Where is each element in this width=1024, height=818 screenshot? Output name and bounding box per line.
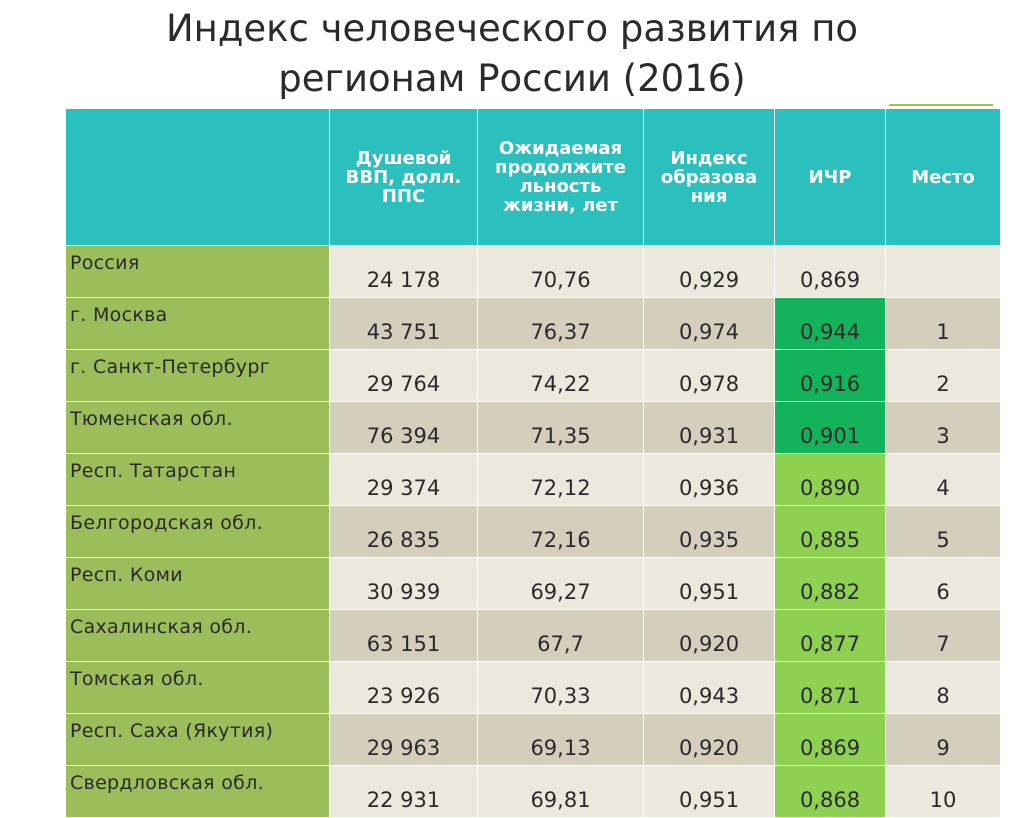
hdi-cell: 0,944 (774, 297, 886, 350)
header-education-index: Индекс образова ния (643, 108, 775, 246)
life-expectancy-cell: 69,81 (477, 765, 644, 818)
rank-cell: 5 (885, 505, 1001, 558)
slide-title: Индекс человеческого развития по региона… (0, 0, 1024, 104)
education-index-cell: 0,920 (643, 609, 775, 662)
life-expectancy-cell: 76,37 (477, 297, 644, 350)
region-cell: Россия (65, 245, 330, 298)
education-index-cell: 0,974 (643, 297, 775, 350)
table-row: г. Санкт-Петербург 29 764 74,22 0,978 0,916 2 (65, 349, 1001, 402)
education-index-cell: 0,943 (643, 661, 775, 714)
rank-cell: 10 (885, 765, 1001, 818)
region-cell: Белгородская обл. (65, 505, 330, 558)
table-row: Тюменская обл. 76 394 71,35 0,931 0,901 3 (65, 401, 1001, 454)
table-row: Томская обл. 23 926 70,33 0,943 0,871 8 (65, 661, 1001, 714)
region-cell: г. Санкт-Петербург (65, 349, 330, 402)
rank-cell: 2 (885, 349, 1001, 402)
hdi-cell: 0,868 (774, 765, 886, 818)
hdi-cell: 0,916 (774, 349, 886, 402)
gdp-cell: 43 751 (329, 297, 478, 350)
accent-line (889, 104, 993, 106)
region-cell: Респ. Татарстан (65, 453, 330, 506)
life-expectancy-cell: 69,13 (477, 713, 644, 766)
gdp-cell: 22 931 (329, 765, 478, 818)
rank-cell: 6 (885, 557, 1001, 610)
gdp-cell: 63 151 (329, 609, 478, 662)
life-expectancy-cell: 67,7 (477, 609, 644, 662)
education-index-cell: 0,936 (643, 453, 775, 506)
hdi-table: Душевой ВВП, долл. ППС Ожидаемая продолжите… (65, 108, 1001, 818)
rank-cell: 8 (885, 661, 1001, 714)
rank-cell: 4 (885, 453, 1001, 506)
rank-cell: 9 (885, 713, 1001, 766)
gdp-cell: 23 926 (329, 661, 478, 714)
table-row: Свердловская обл. 22 931 69,81 0,951 0,868 10 (65, 765, 1001, 818)
gdp-cell: 26 835 (329, 505, 478, 558)
hdi-cell: 0,882 (774, 557, 886, 610)
region-cell: Респ. Саха (Якутия) (65, 713, 330, 766)
gdp-cell: 76 394 (329, 401, 478, 454)
table-row: Белгородская обл. 26 835 72,16 0,935 0,885 5 (65, 505, 1001, 558)
table-row: Россия 24 178 70,76 0,929 0,869 (65, 245, 1001, 298)
header-life-expectancy: Ожидаемая продолжите льность жизни, лет (477, 108, 644, 246)
hdi-cell: 0,885 (774, 505, 886, 558)
life-expectancy-cell: 72,12 (477, 453, 644, 506)
hdi-cell: 0,869 (774, 245, 886, 298)
region-cell: Сахалинская обл. (65, 609, 330, 662)
life-expectancy-cell: 74,22 (477, 349, 644, 402)
region-cell: Тюменская обл. (65, 401, 330, 454)
table-row: Респ. Саха (Якутия) 29 963 69,13 0,920 0,869… (65, 713, 1001, 766)
hdi-cell: 0,877 (774, 609, 886, 662)
header-region (65, 108, 330, 246)
rank-cell: 1 (885, 297, 1001, 350)
gdp-cell: 29 374 (329, 453, 478, 506)
table-row: г. Москва 43 751 76,37 0,974 0,944 1 (65, 297, 1001, 350)
table-row: Респ. Коми 30 939 69,27 0,951 0,882 6 (65, 557, 1001, 610)
gdp-cell: 29 764 (329, 349, 478, 402)
education-index-cell: 0,935 (643, 505, 775, 558)
education-index-cell: 0,929 (643, 245, 775, 298)
hdi-cell: 0,901 (774, 401, 886, 454)
hdi-cell: 0,869 (774, 713, 886, 766)
title-line-1: Индекс человеческого развития по (165, 7, 859, 50)
education-index-cell: 0,931 (643, 401, 775, 454)
header-rank: Место (885, 108, 1001, 246)
hdi-cell: 0,871 (774, 661, 886, 714)
hdi-cell: 0,890 (774, 453, 886, 506)
education-index-cell: 0,951 (643, 765, 775, 818)
region-cell: Томская обл. (65, 661, 330, 714)
table-row: Сахалинская обл. 63 151 67,7 0,920 0,877 7 (65, 609, 1001, 662)
life-expectancy-cell: 71,35 (477, 401, 644, 454)
gdp-cell: 30 939 (329, 557, 478, 610)
rank-cell: 7 (885, 609, 1001, 662)
table-header-row: Душевой ВВП, долл. ППС Ожидаемая продолжите… (65, 108, 1001, 246)
region-cell: Свердловская обл. (65, 765, 330, 818)
life-expectancy-cell: 72,16 (477, 505, 644, 558)
title-line-2: регионам России (2016) (278, 57, 746, 100)
gdp-cell: 24 178 (329, 245, 478, 298)
table-row: Респ. Татарстан 29 374 72,12 0,936 0,890 4 (65, 453, 1001, 506)
region-cell: Респ. Коми (65, 557, 330, 610)
rank-cell (885, 245, 1001, 298)
rank-cell: 3 (885, 401, 1001, 454)
life-expectancy-cell: 70,76 (477, 245, 644, 298)
education-index-cell: 0,951 (643, 557, 775, 610)
header-gdp: Душевой ВВП, долл. ППС (329, 108, 478, 246)
education-index-cell: 0,920 (643, 713, 775, 766)
life-expectancy-cell: 69,27 (477, 557, 644, 610)
gdp-cell: 29 963 (329, 713, 478, 766)
education-index-cell: 0,978 (643, 349, 775, 402)
life-expectancy-cell: 70,33 (477, 661, 644, 714)
header-hdi: ИЧР (774, 108, 886, 246)
region-cell: г. Москва (65, 297, 330, 350)
